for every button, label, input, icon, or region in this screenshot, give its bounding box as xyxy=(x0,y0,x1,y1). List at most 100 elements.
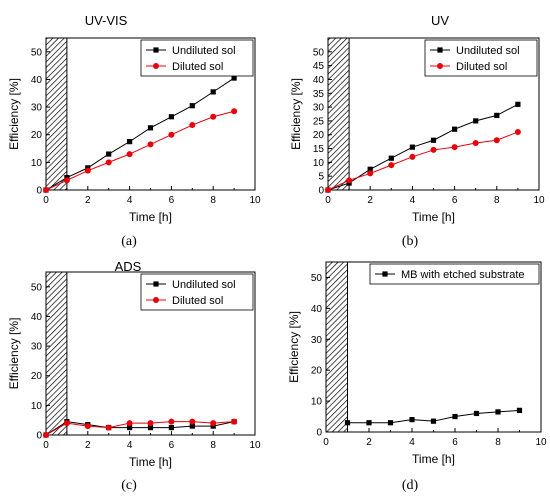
data-point xyxy=(515,101,521,107)
x-tick-label: 8 xyxy=(210,195,216,206)
data-point xyxy=(210,420,217,427)
x-tick-label: 4 xyxy=(410,195,416,206)
series-line-1 xyxy=(45,421,235,436)
y-tick-label: 50 xyxy=(313,47,325,58)
data-point xyxy=(231,108,238,115)
data-point xyxy=(105,159,112,166)
y-tick-label: 30 xyxy=(31,342,43,353)
x-tick-label: 0 xyxy=(325,195,331,206)
data-point xyxy=(147,420,154,427)
y-tick-label: 20 xyxy=(313,130,325,141)
y-tick-label: 35 xyxy=(313,89,325,100)
x-tick-label: 4 xyxy=(127,195,133,206)
chart-panel-1: 0 2 4 6 8 10 0 10 20 30 40 50 Time [h] Efficiency [%]… xyxy=(7,13,261,249)
data-point xyxy=(84,167,91,174)
data-point xyxy=(168,114,174,120)
data-point xyxy=(514,128,521,135)
x-axis-title: Time [h] xyxy=(412,210,455,224)
y-tick-label: 40 xyxy=(31,75,43,86)
y-tick-label: 10 xyxy=(31,401,43,412)
x-tick-label: 10 xyxy=(535,437,547,448)
data-point xyxy=(84,423,91,430)
data-point xyxy=(494,112,500,118)
x-axis-title: Time [h] xyxy=(129,210,172,224)
legend-marker xyxy=(153,281,159,287)
x-tick-label: 8 xyxy=(494,195,500,206)
data-point xyxy=(430,418,437,424)
hatched-region xyxy=(45,271,68,436)
chart-panel-2: 0 2 4 6 8 10 0 5 10 15 20 25 30 35 40 45 50 Time [h] Effic… xyxy=(289,13,545,249)
y-tick-label: 45 xyxy=(313,61,325,72)
legend-label: Diluted sol xyxy=(172,295,223,307)
data-point xyxy=(189,418,196,425)
legend-label: Undiluted sol xyxy=(172,45,236,57)
data-point xyxy=(168,131,175,138)
data-point xyxy=(63,177,70,184)
x-tick-label: 4 xyxy=(127,440,133,451)
data-point xyxy=(127,424,133,431)
chart-panel-3: 0 2 4 6 8 10 0 10 20 30 40 50 Time [h] Efficiency [%]… xyxy=(7,259,261,493)
data-point xyxy=(346,177,353,184)
y-axis-title: Efficiency [%] xyxy=(7,318,21,390)
series-line-1 xyxy=(327,103,519,191)
data-point xyxy=(473,410,480,417)
y-tick-label: 40 xyxy=(313,75,325,86)
legend-label: Diluted sol xyxy=(456,61,507,73)
data-point xyxy=(126,420,133,427)
legend-marker xyxy=(382,271,388,277)
data-point xyxy=(189,103,195,109)
y-tick-label: 30 xyxy=(313,103,325,114)
data-point xyxy=(231,418,238,425)
x-tick-label: 10 xyxy=(533,195,545,206)
data-point xyxy=(210,89,216,95)
series-line-2 xyxy=(327,131,519,191)
y-tick-label: 50 xyxy=(311,273,323,284)
y-tick-label: 0 xyxy=(36,186,42,197)
y-tick-label: 20 xyxy=(31,371,43,382)
x-tick-label: 0 xyxy=(323,437,329,448)
data-point xyxy=(147,424,154,431)
data-point xyxy=(409,417,415,423)
data-point xyxy=(366,420,372,426)
x-tick-label: 8 xyxy=(210,440,216,451)
legend xyxy=(140,273,254,311)
y-tick-label: 20 xyxy=(31,130,43,141)
legend-label: MB with etched substrate xyxy=(401,269,525,281)
data-point xyxy=(105,424,112,431)
legend-marker xyxy=(153,63,159,69)
data-point xyxy=(210,113,217,120)
y-tick-label: 10 xyxy=(313,158,325,169)
hatched-region xyxy=(325,261,348,433)
x-tick-label: 0 xyxy=(43,440,49,451)
data-point xyxy=(452,413,458,420)
y-tick-label: 5 xyxy=(318,172,324,183)
chart-title: ADS xyxy=(115,259,142,274)
y-tick-label: 40 xyxy=(311,304,323,315)
legend-label: Undiluted sol xyxy=(172,279,236,291)
x-axis-title: Time [h] xyxy=(129,455,172,469)
data-point xyxy=(126,151,133,158)
hatched-region xyxy=(327,37,350,191)
data-point xyxy=(43,432,49,438)
y-tick-label: 50 xyxy=(31,47,43,58)
x-tick-label: 2 xyxy=(366,437,372,448)
legend xyxy=(140,39,254,77)
data-point xyxy=(472,140,479,147)
data-point xyxy=(43,187,49,193)
y-tick-label: 0 xyxy=(316,428,322,439)
y-axis-title: Efficiency [%] xyxy=(7,78,21,150)
x-tick-label: 0 xyxy=(43,195,49,206)
y-tick-label: 10 xyxy=(311,397,323,408)
series-line-2 xyxy=(45,110,235,191)
data-point xyxy=(388,162,395,169)
data-point xyxy=(493,137,500,144)
data-point xyxy=(189,122,196,129)
plot-frame xyxy=(325,261,542,433)
hatched-region xyxy=(45,37,68,191)
y-tick-label: 30 xyxy=(311,335,323,346)
y-tick-label: 0 xyxy=(318,186,324,197)
data-point xyxy=(387,420,394,426)
y-tick-label: 50 xyxy=(31,282,43,293)
data-point xyxy=(430,137,437,143)
